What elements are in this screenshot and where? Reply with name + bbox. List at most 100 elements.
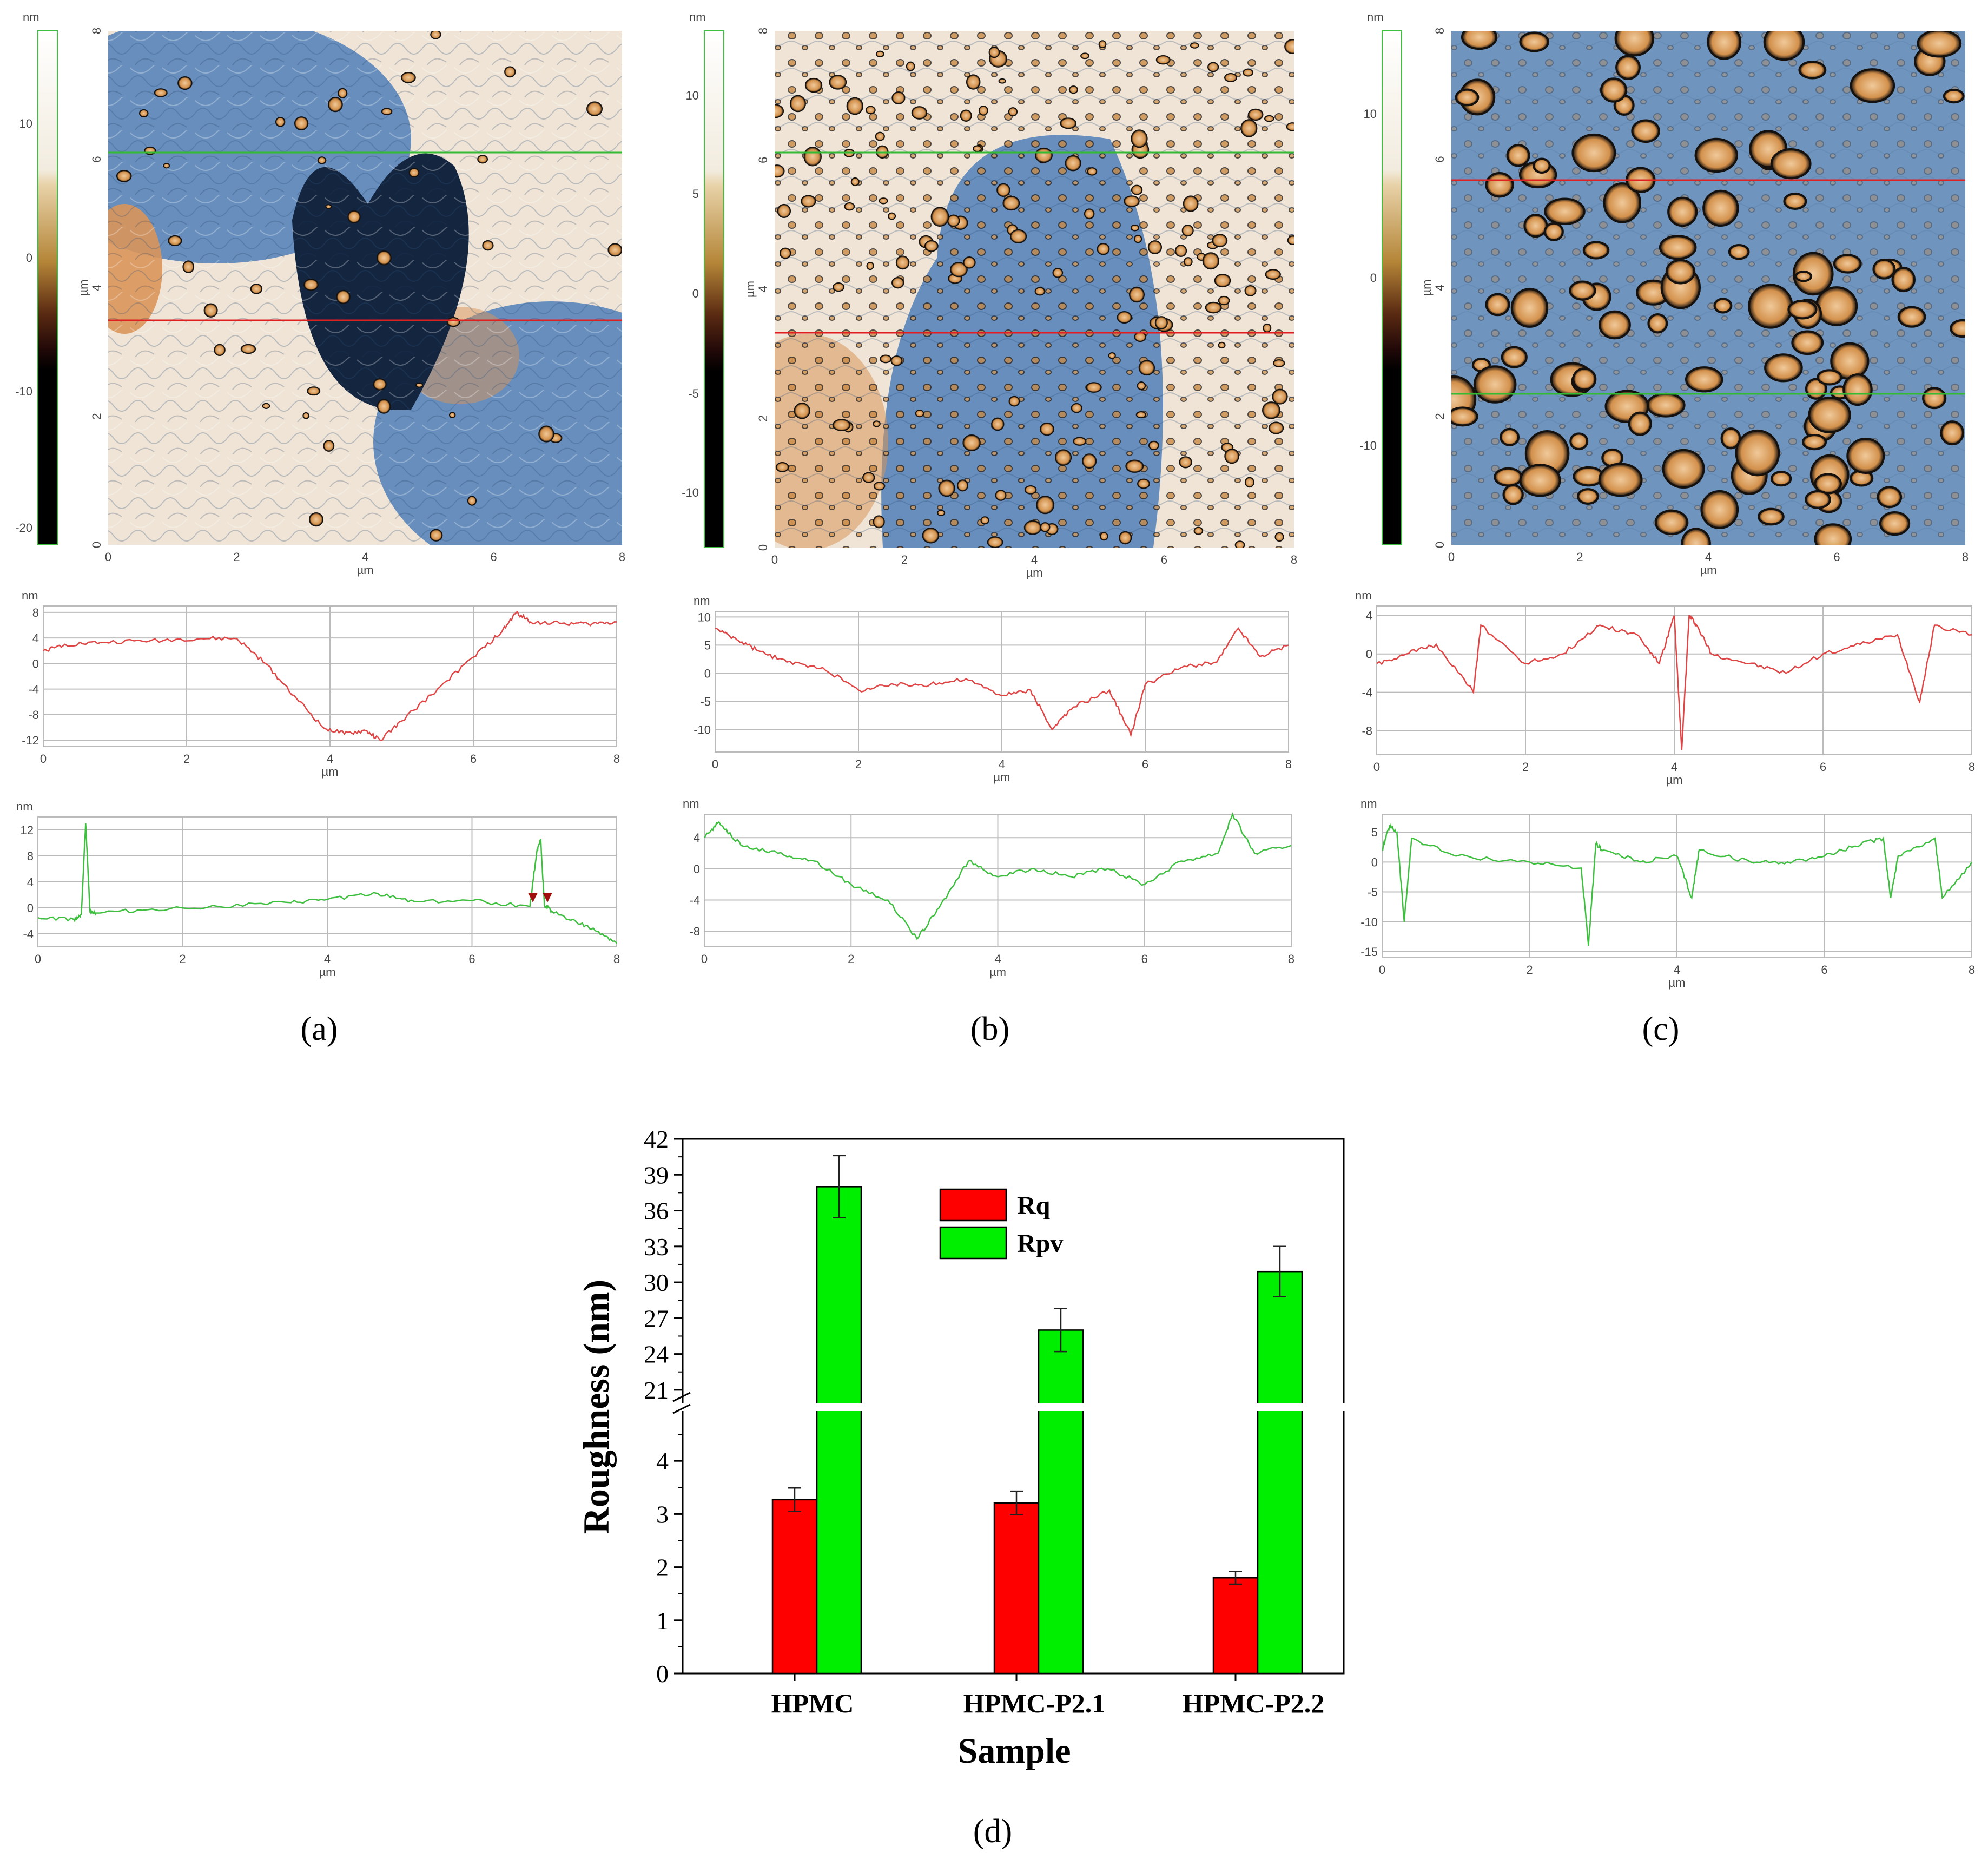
bar-rq-hpmc-p2-1 (993, 1502, 1040, 1675)
profile-x-tick-label: 8 (1288, 952, 1294, 966)
afm-particle (1647, 313, 1668, 334)
afm-particle (538, 425, 554, 443)
afm-particle (1615, 55, 1641, 80)
bar-rpv-hpmc (816, 1186, 862, 1675)
profile-x-tick-label: 4 (324, 952, 331, 966)
y-tick-label: 30 (644, 1269, 669, 1296)
afm-particle (832, 419, 851, 431)
afm-particle (504, 66, 516, 78)
afm-particle (1272, 388, 1288, 405)
afm-particle (879, 197, 888, 205)
y-tick-label: 39 (644, 1161, 669, 1189)
y-tick-label: 1 (656, 1607, 669, 1634)
afm-particle (880, 354, 892, 364)
profile-y-tick-label: 10 (698, 610, 711, 624)
profile-x-tick-label: 2 (848, 952, 854, 966)
afm-particle (347, 210, 361, 223)
image-y-tick-label: 8 (1433, 28, 1447, 34)
afm-particle (962, 434, 981, 452)
y-tick-label: 4 (656, 1447, 669, 1475)
afm-particle (1286, 122, 1294, 131)
afm-particle (1694, 137, 1738, 173)
image-y-tick-label: 0 (90, 542, 103, 548)
afm-particle (1748, 284, 1793, 329)
profile-y-tick-label: 0 (32, 657, 39, 670)
afm-particle (308, 512, 323, 527)
afm-particle (775, 104, 784, 118)
afm-particle (1131, 184, 1143, 195)
profile-trace (1376, 614, 1972, 750)
category-label: HPMC-P2.1 (963, 1688, 1105, 1718)
y-axis-title: Roughness (nm) (576, 1280, 617, 1534)
profile-x-tick-label: 6 (470, 752, 477, 766)
scale-tick-label: 0 (26, 251, 32, 265)
profile-y-tick-label: 12 (21, 823, 34, 837)
afm-particle (987, 536, 1003, 548)
profile-unit-label: nm (1355, 589, 1372, 602)
afm-particle (1129, 286, 1145, 303)
afm-particle (930, 207, 949, 227)
afm-particle (1707, 31, 1742, 60)
afm-particle (1814, 473, 1842, 495)
afm-particle (607, 243, 622, 257)
afm-particle (911, 106, 928, 120)
image-y-tick-label: 4 (90, 285, 103, 291)
profile-x-unit: µm (989, 965, 1006, 979)
profile-y-tick-label: 0 (1366, 648, 1372, 661)
afm-particle (1950, 319, 1965, 338)
image-x-unit: µm (1700, 563, 1716, 577)
afm-particle (937, 510, 946, 516)
afm-particle (1943, 88, 1965, 104)
afm-particle (182, 260, 195, 273)
afm-particle (1846, 437, 1885, 474)
profile-y-tick-label: -8 (689, 925, 700, 938)
profile-x-tick-label: 2 (1526, 963, 1533, 977)
afm-particle (139, 109, 149, 117)
color-scale-bar (704, 30, 724, 548)
image-y-tick-label: 4 (1433, 285, 1447, 291)
afm-particle (1665, 259, 1696, 285)
image-x-tick-label: 0 (771, 553, 778, 566)
panel-label-a: (a) (301, 1011, 338, 1047)
afm-particle (833, 282, 845, 292)
afm-particle (1702, 189, 1739, 227)
afm-particle (1060, 117, 1076, 129)
y-tick-label: 33 (644, 1233, 669, 1261)
afm-particle (922, 528, 940, 544)
afm-particle (1023, 520, 1042, 535)
afm-particle (891, 277, 904, 289)
profile-x-tick-label: 4 (999, 757, 1005, 771)
profile-y-tick-label: 4 (27, 875, 34, 889)
afm-particle (1065, 155, 1081, 172)
afm-particle (1681, 528, 1711, 545)
afm-particle (116, 169, 132, 182)
afm-particle (203, 303, 218, 318)
afm-image (775, 31, 1294, 548)
marker-arrow (528, 893, 538, 902)
afm-particle (303, 279, 319, 291)
afm-particle (401, 71, 416, 83)
afm-particle (325, 204, 332, 209)
image-x-tick-label: 8 (1962, 550, 1969, 564)
afm-image (108, 31, 622, 545)
afm-particle (1262, 401, 1280, 419)
afm-particle (1147, 240, 1163, 254)
afm-particle (1218, 295, 1230, 306)
image-y-tick-label: 2 (90, 413, 103, 419)
afm-particle (1485, 293, 1510, 317)
afm-particle (956, 479, 968, 492)
afm-particle (1940, 420, 1965, 446)
image-y-tick-label: 4 (756, 286, 770, 292)
image-x-tick-label: 2 (1576, 550, 1583, 564)
afm-particle (1872, 259, 1896, 280)
afm-particle (1098, 40, 1107, 48)
afm-particle (415, 383, 424, 388)
afm-particle (467, 496, 477, 506)
afm-particle (803, 147, 822, 167)
afm-particle (1631, 119, 1660, 143)
scale-tick-label: 5 (692, 187, 699, 201)
bar-rpv-hpmc-p2-2 (1257, 1270, 1303, 1675)
afm-particle (1728, 243, 1750, 260)
image-x-tick-label: 6 (490, 550, 497, 564)
